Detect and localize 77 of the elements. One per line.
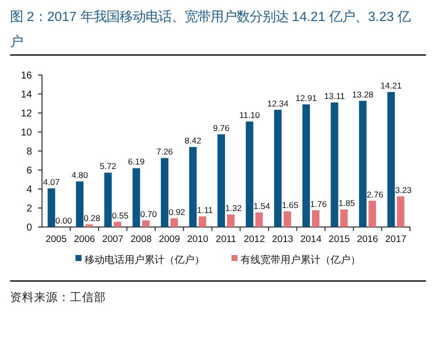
chart-title: 图 2：2017 年我国移动电话、宽带用户数分别达 14.21 亿户、3.23 亿户 bbox=[10, 9, 411, 49]
bar bbox=[284, 211, 292, 227]
data-label: 0.00 bbox=[55, 216, 72, 226]
data-label: 11.10 bbox=[239, 110, 260, 120]
x-tick-label: 2013 bbox=[272, 234, 294, 245]
data-label: 7.26 bbox=[156, 146, 174, 157]
bar bbox=[227, 214, 234, 227]
bar bbox=[114, 222, 122, 227]
data-label: 0.70 bbox=[140, 208, 158, 219]
data-label: 6.19 bbox=[128, 156, 145, 167]
y-tick-label: 0 bbox=[26, 222, 32, 234]
bar bbox=[387, 92, 395, 227]
y-tick-label: 4 bbox=[26, 184, 32, 196]
bar bbox=[368, 200, 376, 227]
bar bbox=[359, 100, 367, 227]
data-label: 2.76 bbox=[366, 189, 384, 200]
data-label: 13.11 bbox=[324, 90, 346, 101]
bar bbox=[76, 181, 84, 227]
y-tick-label: 2 bbox=[26, 204, 32, 214]
bar bbox=[160, 158, 168, 227]
y-tick-label: 14 bbox=[20, 90, 32, 100]
legend-label: 有线宽带用户累计（亿户） bbox=[240, 254, 360, 266]
bar bbox=[85, 224, 93, 227]
bar bbox=[48, 188, 56, 227]
data-label: 0.92 bbox=[168, 206, 186, 217]
data-label: 3.23 bbox=[395, 184, 412, 195]
x-tick-label: 2011 bbox=[216, 234, 236, 245]
x-tick-label: 2017 bbox=[385, 234, 406, 245]
data-label: 0.55 bbox=[112, 210, 129, 220]
y-tick-label: 10 bbox=[20, 128, 32, 138]
data-label: 1.11 bbox=[196, 204, 214, 215]
bar bbox=[170, 218, 178, 227]
data-label: 1.76 bbox=[310, 198, 327, 209]
x-tick-label: 2014 bbox=[300, 234, 322, 245]
data-label: 13.28 bbox=[352, 89, 374, 100]
bar bbox=[246, 122, 254, 227]
x-tick-label: 2010 bbox=[187, 234, 208, 245]
data-label: 1.65 bbox=[282, 200, 299, 210]
data-label: 12.91 bbox=[296, 92, 318, 103]
y-tick-label: 12 bbox=[20, 108, 32, 120]
bar bbox=[330, 102, 338, 227]
data-label: 1.85 bbox=[338, 198, 356, 208]
bar bbox=[274, 110, 282, 227]
data-label: 4.07 bbox=[43, 176, 60, 187]
bar bbox=[142, 220, 150, 227]
x-tick-label: 2005 bbox=[46, 234, 67, 245]
y-tick-label: 6 bbox=[26, 166, 32, 176]
x-tick-label: 2016 bbox=[356, 234, 378, 245]
x-tick-label: 2009 bbox=[158, 234, 180, 245]
data-label: 12.34 bbox=[267, 98, 289, 108]
bar bbox=[340, 209, 348, 227]
x-tick-label: 2012 bbox=[244, 234, 265, 245]
bar bbox=[302, 104, 310, 227]
y-tick-label: 16 bbox=[20, 70, 32, 82]
bar bbox=[255, 212, 263, 227]
bar bbox=[189, 147, 197, 227]
bar bbox=[132, 168, 140, 227]
x-tick-label: 2007 bbox=[102, 234, 124, 245]
bar bbox=[218, 134, 225, 227]
data-label: 14.21 bbox=[380, 80, 402, 91]
data-label: 1.54 bbox=[254, 200, 270, 211]
data-label: 9.76 bbox=[212, 122, 230, 133]
x-tick-label: 2015 bbox=[328, 234, 350, 245]
bar bbox=[104, 172, 112, 227]
data-label: 5.72 bbox=[100, 161, 117, 172]
text: 资料来源：工信部 bbox=[10, 290, 106, 304]
bar bbox=[312, 210, 320, 227]
data-label: 0.28 bbox=[84, 212, 101, 223]
bar bbox=[198, 216, 206, 227]
data-label: 4.80 bbox=[71, 170, 88, 180]
data-label: 1.32 bbox=[225, 202, 242, 213]
x-tick-label: 2008 bbox=[130, 234, 152, 245]
x-tick-label: 2006 bbox=[74, 234, 96, 245]
data-label: 8.42 bbox=[184, 136, 202, 146]
y-tick-label: 8 bbox=[26, 146, 32, 158]
legend-label: 移动电话用户累计（亿户） bbox=[84, 254, 204, 266]
bar bbox=[396, 196, 404, 227]
